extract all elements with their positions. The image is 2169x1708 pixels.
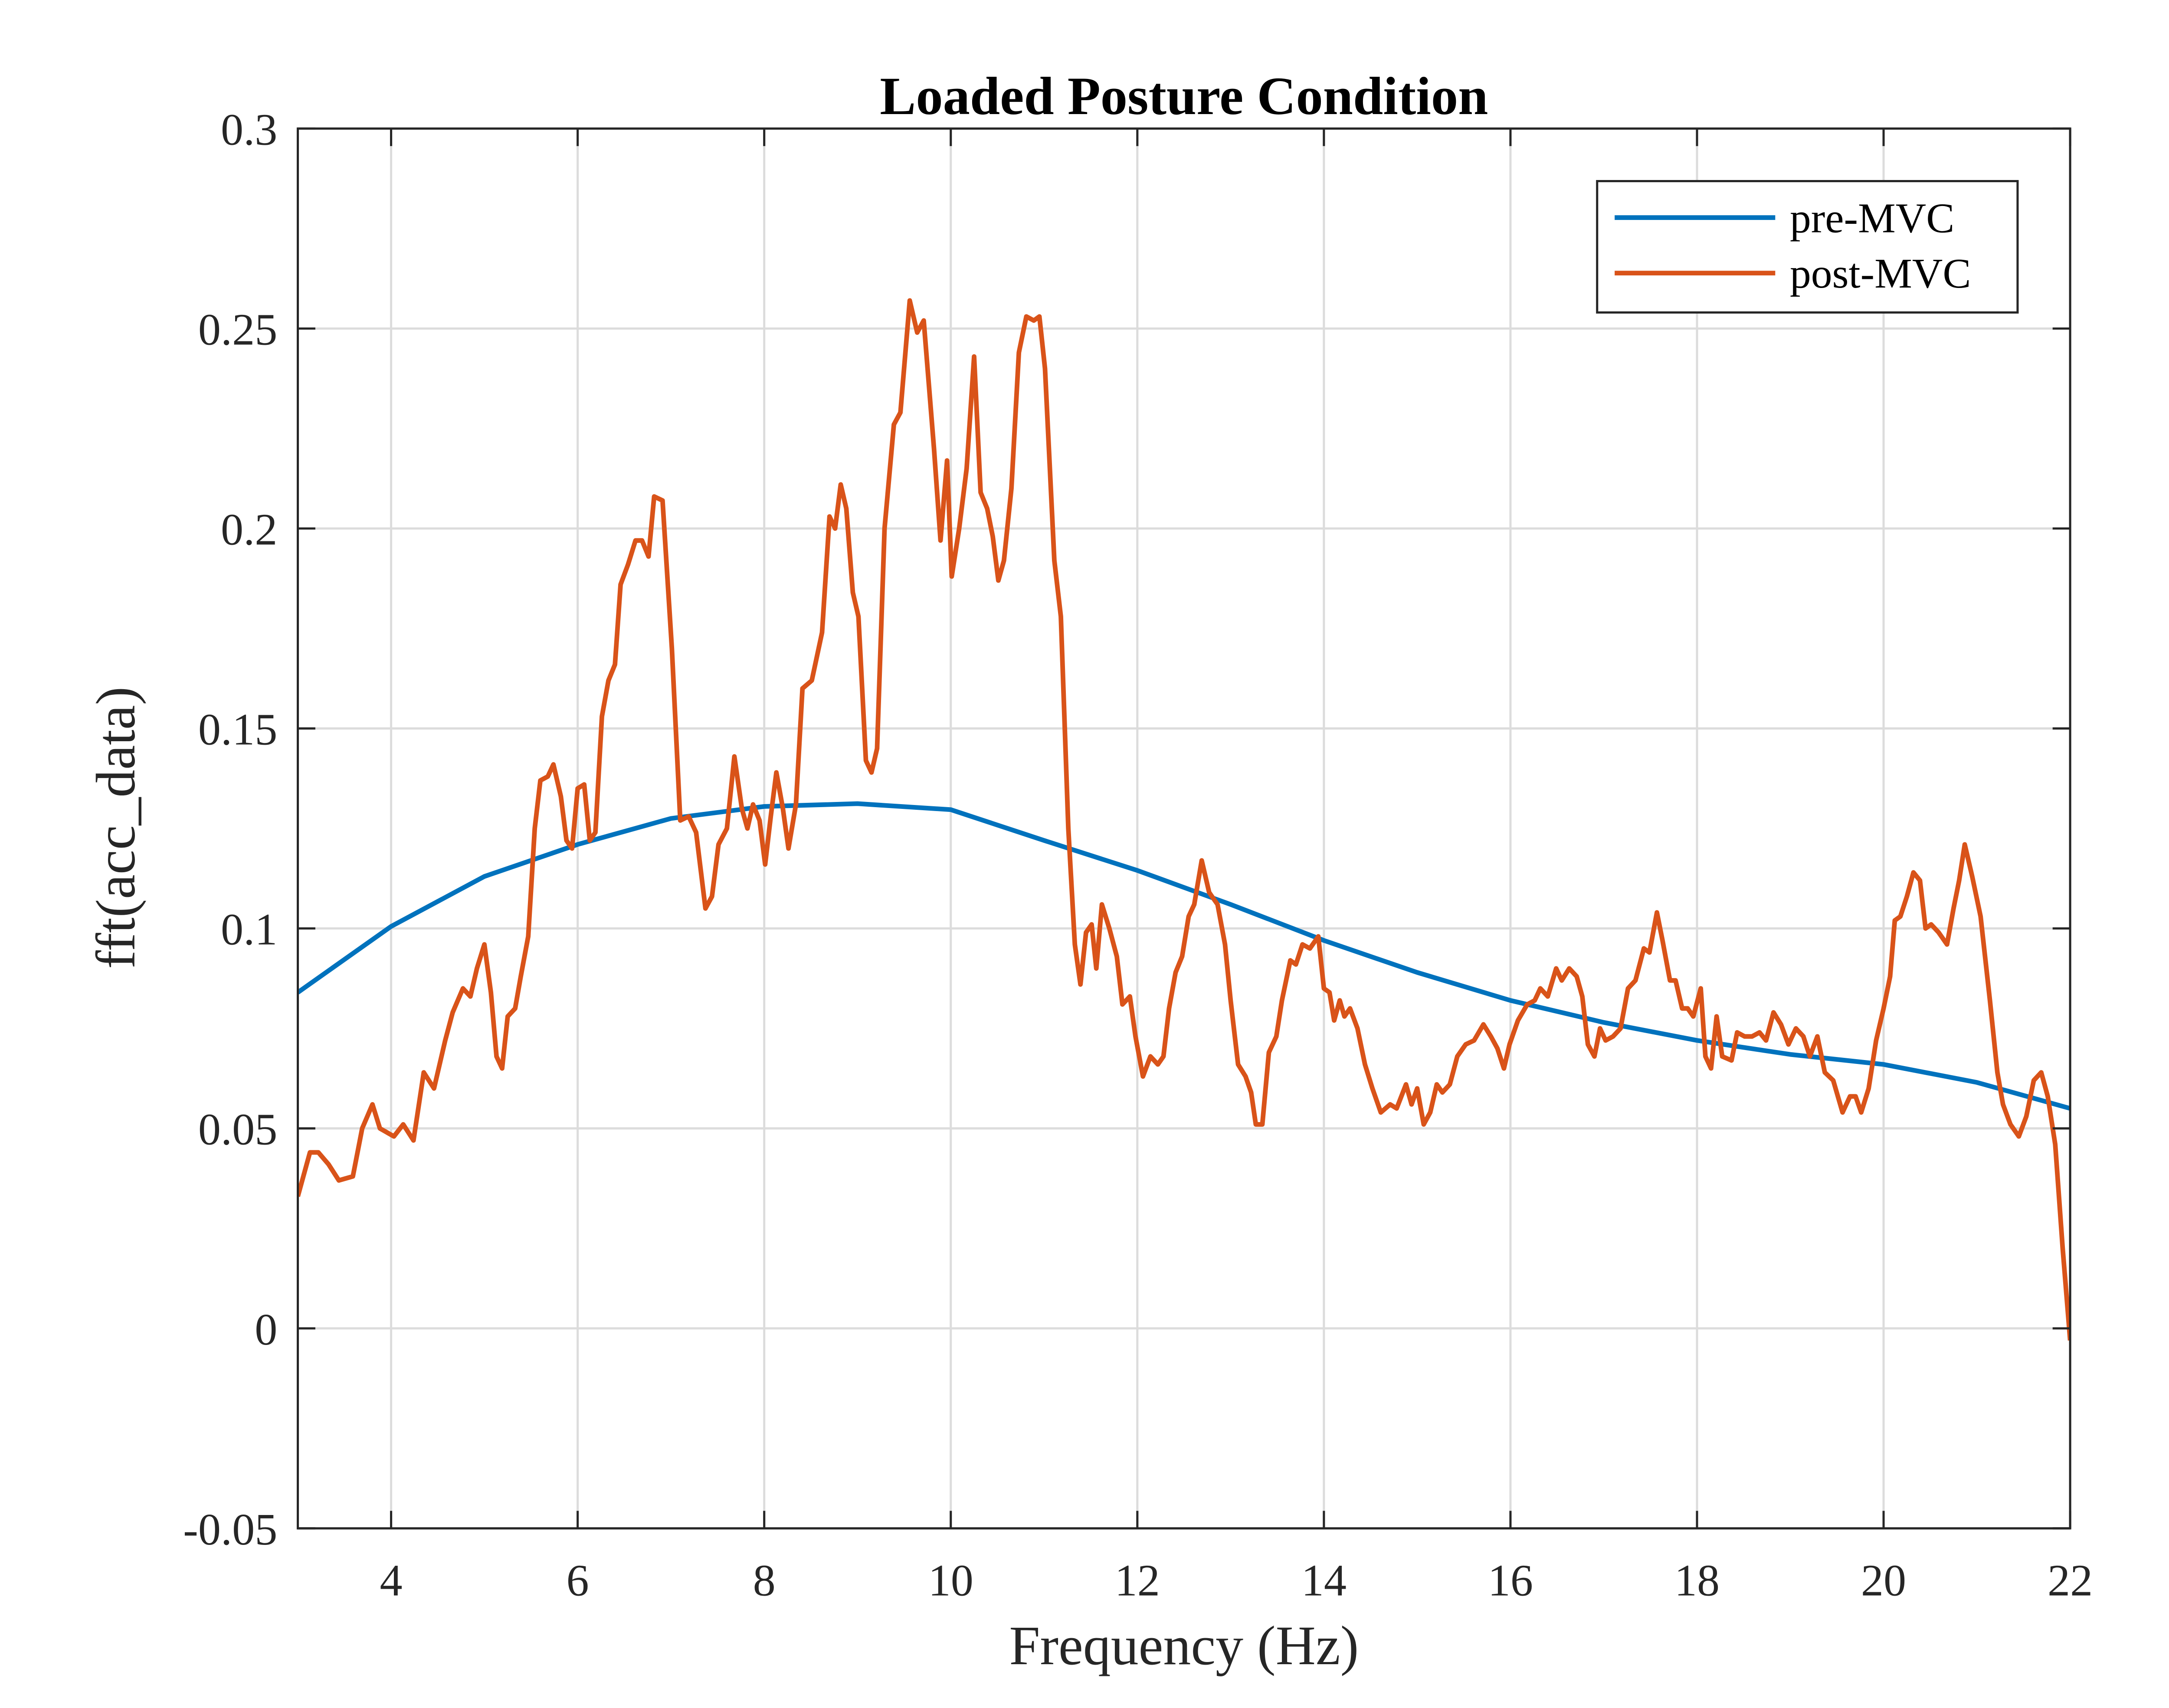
y-tick-label: -0.05 bbox=[183, 1504, 277, 1554]
x-tick-label: 16 bbox=[1488, 1555, 1533, 1606]
data-line bbox=[298, 801, 2071, 1111]
legend-box bbox=[1596, 180, 2019, 314]
y-tick-label: 0.15 bbox=[198, 704, 278, 755]
x-tick-label: 4 bbox=[380, 1555, 402, 1606]
y-tick-label: 0.25 bbox=[198, 304, 278, 354]
x-tick-label: 12 bbox=[1115, 1555, 1160, 1606]
axes-box bbox=[297, 127, 2071, 1530]
x-tick-label: 14 bbox=[1301, 1555, 1347, 1606]
x-tick-label: 18 bbox=[1674, 1555, 1720, 1606]
x-tick-label: 22 bbox=[2048, 1555, 2093, 1606]
x-axis-label: Frequency (Hz) bbox=[1009, 1615, 1359, 1676]
y-tick-label: 0.2 bbox=[221, 504, 277, 555]
x-tick-label: 10 bbox=[928, 1555, 973, 1606]
legend-label: post-MVC bbox=[1790, 250, 1971, 297]
data-line bbox=[298, 298, 2071, 1341]
legend-label: pre-MVC bbox=[1790, 195, 1954, 242]
y-axis-label: fft(acc_data) bbox=[85, 687, 147, 969]
y-tick-label: 0.05 bbox=[198, 1104, 278, 1155]
y-tick-label: 0.3 bbox=[221, 104, 277, 154]
y-tick-label: 0.1 bbox=[221, 904, 277, 955]
x-tick-label: 8 bbox=[753, 1555, 776, 1606]
y-tick-label: 0 bbox=[255, 1304, 277, 1355]
x-tick-label: 6 bbox=[567, 1555, 589, 1606]
chart-title: Loaded Posture Condition bbox=[880, 66, 1488, 126]
x-tick-label: 20 bbox=[1861, 1555, 1906, 1606]
legend: pre-MVC post-MVC bbox=[1596, 180, 2019, 314]
